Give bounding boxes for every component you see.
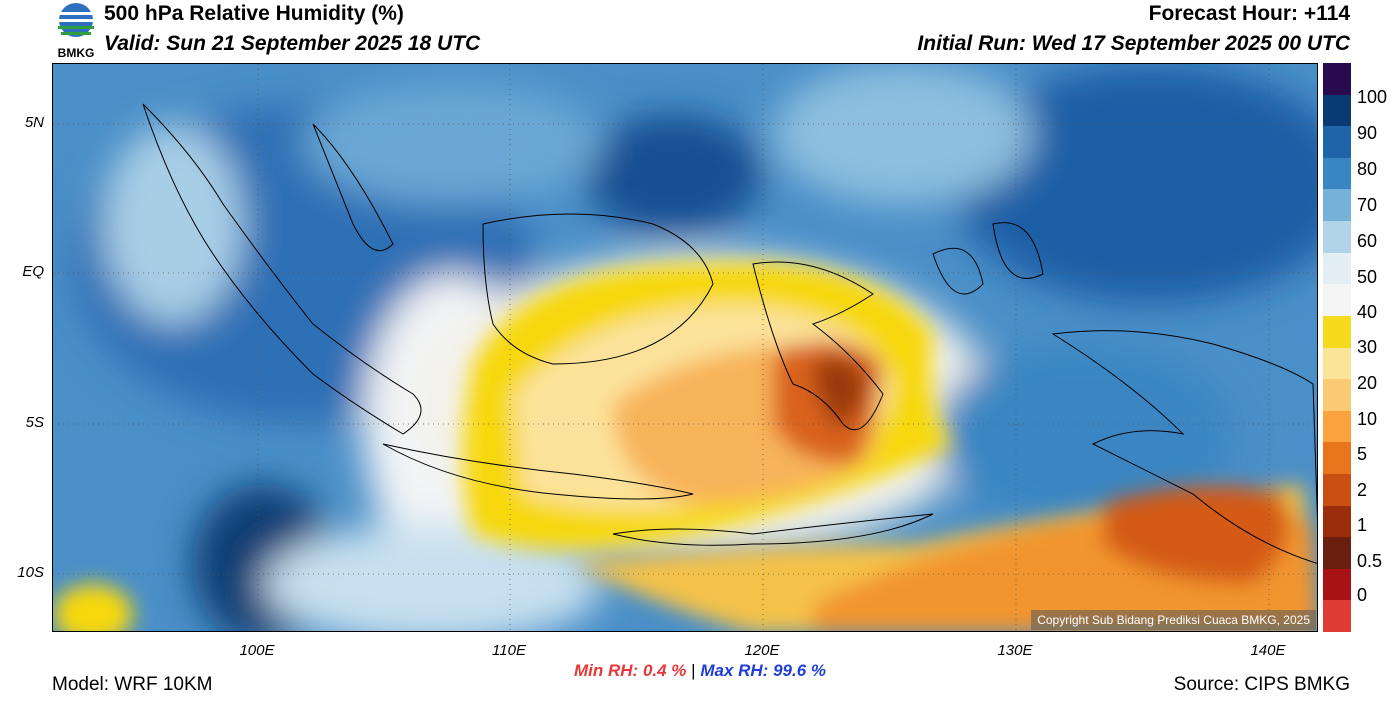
colorbar-label: 0 (1357, 585, 1368, 605)
bmkg-logo: BMKG (52, 2, 100, 60)
colorbar-label: 10 (1357, 409, 1378, 429)
colorbar-segment (1323, 473, 1351, 507)
lon-label-100e: 100E (239, 642, 275, 659)
colorbar-label: 80 (1357, 159, 1378, 179)
logo-text: BMKG (58, 46, 95, 60)
colorbar-segment (1323, 568, 1351, 601)
colorbar-segment (1323, 537, 1351, 570)
data-source: Source: CIPS BMKG (1173, 674, 1350, 695)
max-rh-value: 99.6 % (773, 661, 826, 680)
colorbar-label: 5 (1357, 444, 1368, 464)
colorbar-segment (1323, 94, 1351, 127)
colorbar-segment (1323, 315, 1351, 348)
colorbar-segment (1323, 347, 1351, 380)
model-name: Model: WRF 10KM (52, 674, 213, 695)
lon-label-120e: 120E (744, 642, 780, 659)
lon-label-130e: 130E (997, 642, 1033, 659)
lat-label-5s: 5S (25, 414, 44, 431)
colorbar-label: 20 (1357, 373, 1378, 393)
colorbar-label: 1 (1357, 515, 1368, 535)
min-rh-value: 0.4 % (642, 661, 687, 680)
graticule (53, 64, 1317, 631)
valid-time: Valid: Sun 21 September 2025 18 UTC (104, 32, 481, 55)
colorbar-segment (1323, 157, 1351, 190)
lat-label-5n: 5N (24, 114, 44, 131)
colorbar-segment (1323, 284, 1351, 317)
colorbar-segment (1323, 442, 1351, 475)
colorbar-label: 50 (1357, 267, 1378, 287)
colorbar-label: 60 (1357, 231, 1378, 251)
map-title: 500 hPa Relative Humidity (%) (104, 2, 404, 25)
stats-separator: | (691, 661, 696, 680)
colorbar-segment (1323, 126, 1351, 159)
colorbar-segment (1323, 252, 1351, 285)
colorbar-segment (1323, 63, 1351, 96)
forecast-hour: Forecast Hour: +114 (1148, 2, 1350, 25)
lon-label-110e: 110E (492, 642, 526, 659)
colorbar-segment (1323, 221, 1351, 254)
initial-run: Initial Run: Wed 17 September 2025 00 UT… (917, 32, 1350, 55)
humidity-map (52, 63, 1318, 632)
colorbar-label: 30 (1357, 337, 1378, 357)
lon-label-140e: 140E (1250, 642, 1286, 659)
lat-label-eq: EQ (22, 263, 44, 280)
max-rh-label: Max RH: (700, 661, 769, 680)
copyright-notice: Copyright Sub Bidang Prediksi Cuaca BMKG… (1031, 610, 1316, 630)
colorbar-segment (1323, 189, 1351, 222)
colorbar (1323, 63, 1351, 633)
colorbar-segment (1323, 379, 1351, 412)
colorbar-label: 2 (1357, 480, 1368, 500)
colorbar-label: 40 (1357, 302, 1378, 322)
min-rh-label: Min RH: (573, 661, 639, 680)
colorbar-label: 90 (1357, 123, 1378, 143)
lat-label-10s: 10S (17, 564, 44, 581)
min-max-stats: Min RH: 0.4 % | Max RH: 99.6 % (0, 661, 1400, 681)
colorbar-segment (1323, 600, 1351, 633)
colorbar-label: 100 (1357, 87, 1388, 107)
colorbar-label: 70 (1357, 195, 1378, 215)
colorbar-segment (1323, 505, 1351, 538)
colorbar-label: 0.5 (1357, 551, 1383, 571)
coastlines (142, 103, 1317, 564)
colorbar-segment (1323, 410, 1351, 443)
dry-region (53, 262, 1317, 631)
